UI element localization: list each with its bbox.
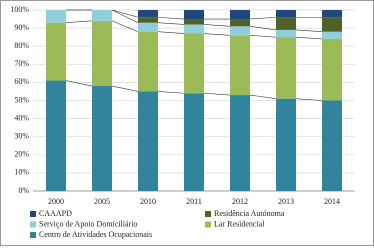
series-line — [203, 24, 231, 27]
bar-segment — [230, 26, 250, 36]
x-tick-label: 2014 — [324, 197, 340, 206]
series-line — [111, 9, 139, 18]
x-tick-label: 2013 — [278, 197, 294, 206]
bar-segment — [230, 95, 250, 191]
x-tick-label: 2000 — [48, 197, 64, 206]
series-line — [203, 92, 231, 96]
series-line — [295, 36, 323, 40]
bar-segment — [138, 31, 158, 92]
bar-segment — [138, 17, 158, 23]
y-tick-label: 60% — [14, 77, 29, 86]
bar-segment — [322, 38, 342, 101]
legend-label: Lar Residencial — [214, 219, 265, 228]
bar-segment — [322, 31, 342, 39]
legend-label: CAAAPD — [39, 209, 72, 218]
bar-segment — [92, 20, 112, 87]
bar-segment — [184, 33, 204, 94]
bar-segment — [184, 24, 204, 34]
x-tick-label: 2010 — [140, 197, 156, 206]
bar-segment — [46, 10, 66, 23]
bar-segment — [276, 17, 296, 30]
y-tick-label: 70% — [14, 59, 29, 68]
bar-segment — [230, 35, 250, 96]
bar-segment — [276, 98, 296, 191]
legend-swatch — [205, 221, 211, 228]
y-tick-label: 30% — [14, 132, 29, 141]
legend-swatch — [30, 221, 36, 228]
series-line — [111, 9, 139, 23]
bar-segment — [92, 10, 112, 21]
y-tick-label: 90% — [14, 23, 29, 32]
bar-segment — [46, 80, 66, 191]
legend-swatch — [205, 211, 211, 217]
x-tick-label: 2011 — [186, 197, 202, 206]
series-line — [157, 22, 185, 25]
x-tick-label: 2005 — [94, 197, 110, 206]
bar-segment — [138, 91, 158, 191]
bar-segment — [276, 29, 296, 38]
series-line — [111, 20, 139, 32]
y-tick-label: 40% — [14, 113, 29, 122]
series-line — [65, 20, 93, 23]
legend-swatch — [30, 211, 36, 217]
series-line — [295, 98, 323, 101]
legend-label: Serviço de Apoio Domiciliário — [39, 219, 137, 228]
bar-segment — [184, 19, 204, 25]
series-line — [249, 94, 277, 99]
bar-segment — [322, 100, 342, 191]
bar-segment — [184, 93, 204, 191]
series-line — [295, 29, 323, 33]
bar-segment — [322, 10, 342, 18]
bar-segment — [230, 19, 250, 27]
legend-label: Residência Autónoma — [214, 209, 285, 218]
y-tick-label: 20% — [14, 150, 29, 159]
bar-segment — [46, 22, 66, 81]
legend-label: Centro de Atividades Ocupacionais — [39, 230, 152, 239]
y-tick-label: 0% — [18, 186, 29, 195]
series-line — [249, 16, 277, 20]
bar-segment — [322, 17, 342, 32]
y-tick-label: 10% — [14, 168, 29, 177]
bar-segment — [138, 22, 158, 32]
legend-swatch — [30, 232, 36, 238]
y-tick-label: 80% — [14, 41, 29, 50]
series-line — [157, 16, 185, 20]
series-line — [111, 85, 139, 92]
bar-segment — [184, 10, 204, 20]
y-tick-label: 50% — [14, 95, 29, 104]
bar-segment — [230, 10, 250, 20]
y-tick-label: 100% — [10, 5, 29, 14]
series-line — [157, 91, 185, 94]
bar-segment — [92, 86, 112, 191]
series-line — [249, 35, 277, 38]
series-line — [203, 33, 231, 36]
series-line — [157, 31, 185, 34]
x-tick-label: 2012 — [232, 197, 248, 206]
bar-segment — [276, 37, 296, 99]
bar-segment — [276, 10, 296, 18]
bar-segment — [138, 10, 158, 18]
series-line — [249, 25, 277, 31]
series-line — [65, 80, 93, 87]
